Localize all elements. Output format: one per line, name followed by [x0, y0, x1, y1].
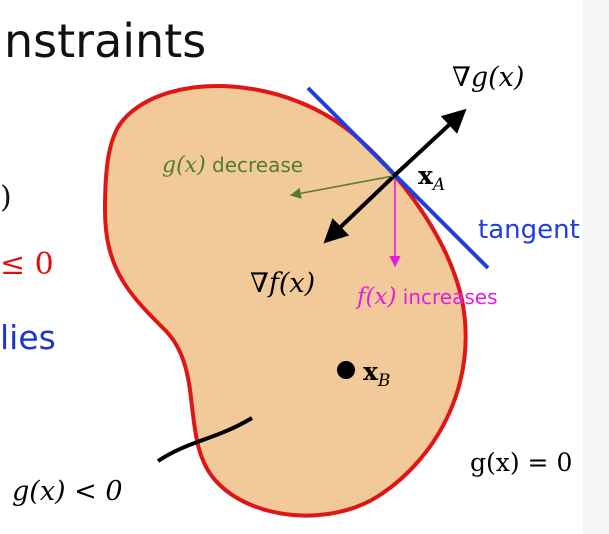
f-increases-label: f(x) increases	[355, 284, 498, 310]
grad-f-label: ∇f(x)	[250, 268, 315, 299]
slide-edge-strip	[583, 0, 609, 534]
text-fragment-leq: ≤ 0	[0, 247, 54, 282]
g-decrease-arrow	[289, 175, 394, 199]
text-fragment-lies: lies	[0, 318, 56, 357]
grad-g-arrow	[393, 108, 467, 177]
interior-leader-line	[156, 416, 254, 463]
slide-title: nstraints	[4, 14, 207, 68]
point-b-label: xB	[363, 357, 390, 391]
tangent-line	[306, 86, 490, 270]
grad-f-arrow	[323, 173, 397, 244]
point-a-label: xA	[418, 161, 445, 195]
grad-g-label: ∇g(x)	[452, 62, 524, 93]
g-decrease-label: g(x) decrease	[162, 153, 303, 178]
text-fragment-paren: )	[0, 180, 12, 215]
point-b-dot	[337, 361, 355, 379]
boundary-equation-label: g(x) = 0	[470, 448, 572, 477]
tangent-label: tangent	[478, 215, 580, 245]
interior-inequality-label: g(x) < 0	[12, 476, 123, 507]
